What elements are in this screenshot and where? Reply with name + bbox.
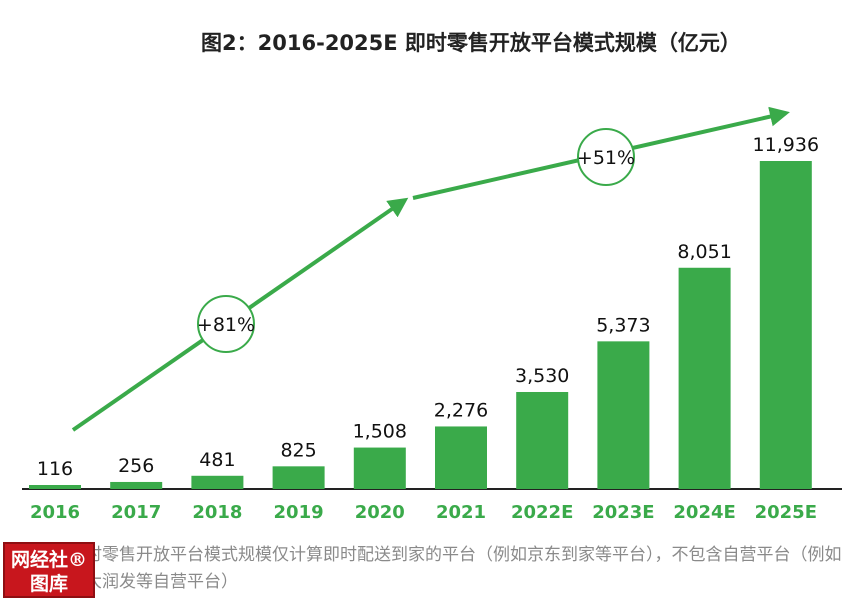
watermark-stamp: 网经社® 图库	[3, 542, 95, 598]
value-label-2024E: 8,051	[677, 241, 731, 263]
x-tick-2016: 2016	[30, 502, 80, 523]
x-tick-2019: 2019	[274, 502, 324, 523]
growth-label-1: +81%	[197, 314, 255, 336]
value-label-2022E: 3,530	[515, 365, 569, 387]
bar-2024E	[678, 267, 731, 489]
growth-arrows: +81% +51%	[71, 106, 790, 432]
bar-2019	[272, 466, 325, 489]
growth-badge-2	[577, 128, 635, 186]
value-label-2023E: 5,373	[596, 314, 650, 336]
x-tick-2024E: 2024E	[673, 502, 735, 523]
growth-label-2: +51%	[577, 147, 635, 169]
x-tick-2018: 2018	[192, 502, 242, 523]
value-label-2025E: 11,936	[753, 134, 819, 156]
x-tick-2023E: 2023E	[592, 502, 654, 523]
bar-2025E	[759, 161, 812, 489]
x-tick-2022E: 2022E	[511, 502, 573, 523]
x-tick-2025E: 2025E	[755, 502, 817, 523]
value-label-2016: 116	[37, 458, 73, 480]
growth-badge-1	[197, 295, 255, 353]
bar-2020	[353, 447, 406, 489]
bars: 116 256 481 825 1,508 2,276 3,530 5,373 8,051 11,…	[29, 134, 819, 489]
x-tick-2017: 2017	[111, 502, 161, 523]
bar-2017	[110, 481, 163, 489]
value-label-2020: 1,508	[353, 421, 407, 443]
value-label-2018: 481	[199, 449, 235, 471]
watermark-line-1: 网经社®	[10, 549, 87, 571]
value-label-2019: 825	[280, 439, 316, 461]
x-axis: 2016 2017 2018 2019 2020 2021 2022E 2023E 2024E 2…	[22, 488, 842, 523]
x-tick-2021: 2021	[436, 502, 486, 523]
value-label-2017: 256	[118, 455, 154, 477]
value-label-2021: 2,276	[434, 399, 488, 421]
x-tick-2020: 2020	[355, 502, 405, 523]
bar-2023E	[597, 341, 650, 489]
watermark-line-2: 图库	[29, 573, 68, 595]
bar-2021	[435, 426, 487, 489]
bar-2016	[29, 485, 81, 489]
bar-2022E	[516, 391, 569, 489]
chart-title: 图2：2016-2025E 即时零售开放平台模式规模（亿元）	[201, 31, 741, 55]
bar-2018	[191, 475, 244, 489]
footnote: 注：即时零售开放平台模式规模仅计算即时配送到家的平台（例如京东到家等平台），不包…	[34, 545, 842, 592]
